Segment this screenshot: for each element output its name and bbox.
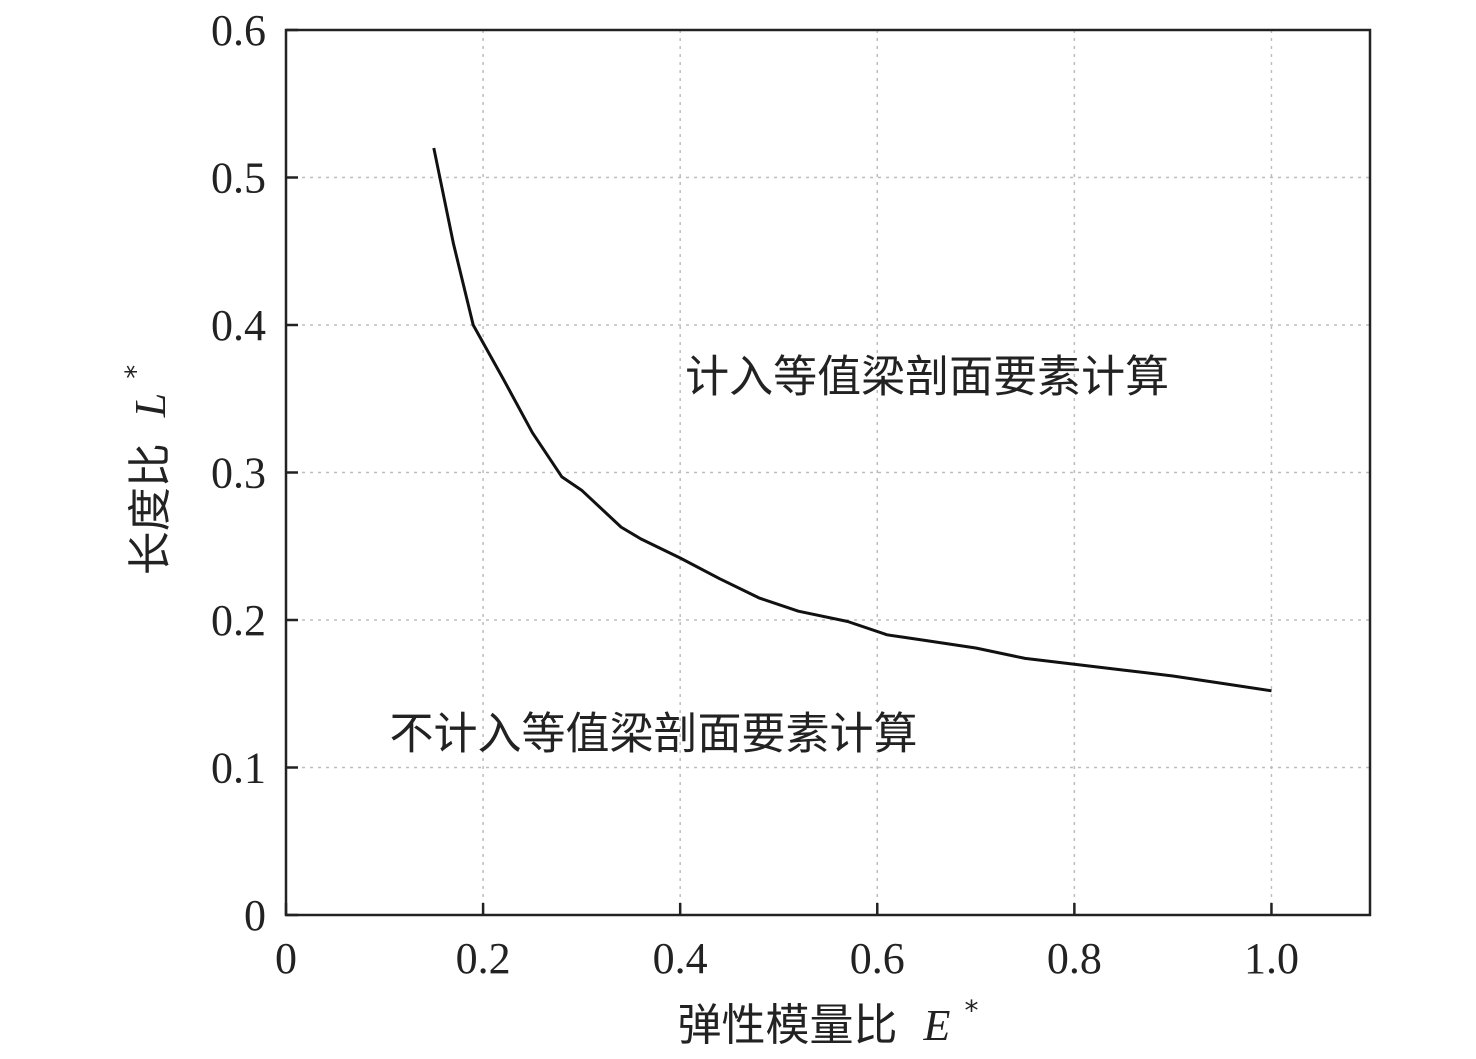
x-axis-label-text: 弹性模量比 xyxy=(678,1000,898,1051)
x-tick-label: 0.8 xyxy=(1047,934,1102,983)
y-tick-label: 0 xyxy=(244,891,266,940)
region-annotation: 计入等值梁剖面要素计算 xyxy=(685,351,1169,402)
x-tick-label: 0.4 xyxy=(653,934,708,983)
x-tick-label: 1.0 xyxy=(1244,934,1299,983)
x-axis-label: 弹性模量比 E * xyxy=(678,994,979,1051)
y-axis-label-text: 长度比 xyxy=(125,443,176,575)
tick-labels: 0 0.2 0.4 0.6 0.8 1.0 0 0.1 0.2 0.3 0.4 0.5 0.6 xyxy=(211,6,1299,983)
y-tick-label: 0.1 xyxy=(211,744,266,793)
x-tick-label: 0 xyxy=(275,934,297,983)
x-axis-label-var: E xyxy=(923,1001,951,1050)
series-line xyxy=(432,147,1272,693)
y-tick-label: 0.4 xyxy=(211,301,266,350)
axis-ticks xyxy=(284,28,1273,917)
y-axis-label-sup: * xyxy=(119,365,152,379)
y-tick-label: 0.3 xyxy=(211,449,266,498)
x-tick-label: 0.2 xyxy=(456,934,511,983)
y-tick-label: 0.2 xyxy=(211,596,266,645)
region-annotation: 不计入等值梁剖面要素计算 xyxy=(389,708,917,759)
grid-lines xyxy=(286,30,1370,915)
x-tick-label: 0.6 xyxy=(850,934,905,983)
y-tick-label: 0.6 xyxy=(211,6,266,55)
y-axis-label-var: L xyxy=(126,393,175,418)
x-axis-label-sup: * xyxy=(964,994,978,1027)
y-tick-label: 0.5 xyxy=(211,154,266,203)
y-axis-label: 长度比 L * xyxy=(119,365,176,575)
